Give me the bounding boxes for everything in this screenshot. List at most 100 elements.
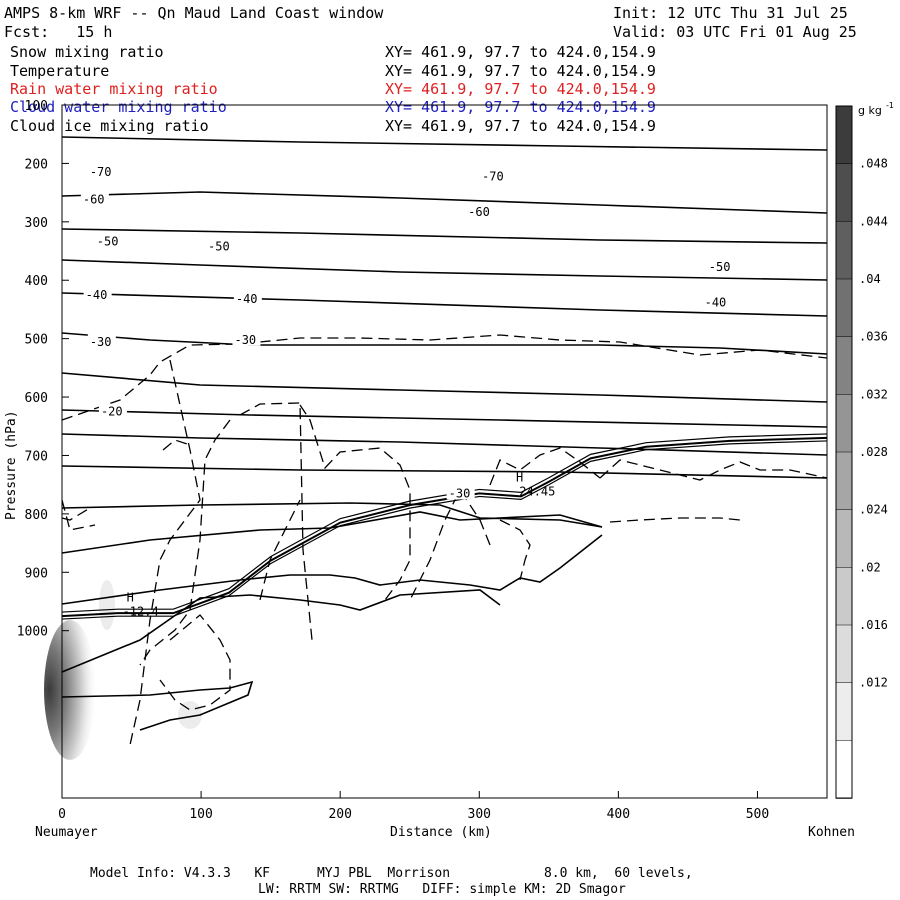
contour-labels: -70 -70 -60 -60 -50 -50 -50 -40 -40 -40 -30 -30 -30 -… bbox=[80, 164, 735, 618]
colorbar-segment bbox=[835, 509, 853, 569]
x-left-station: Neumayer bbox=[35, 825, 98, 840]
temperature-label: -50 bbox=[97, 235, 119, 249]
field-label-temperature: Temperature bbox=[10, 62, 110, 80]
temperature-contour bbox=[61, 228, 828, 244]
chart-title: AMPS 8-km WRF -- Qn Maud Land Coast wind… bbox=[4, 4, 384, 22]
colorbar-segment bbox=[835, 451, 853, 511]
colorbar-tick-label: .024 bbox=[859, 503, 888, 517]
label-bg bbox=[80, 191, 109, 206]
label-bg bbox=[87, 164, 116, 179]
colorbar-tick-label: .016 bbox=[859, 618, 888, 632]
colorbar-segment bbox=[835, 624, 853, 684]
y-axis-label: Pressure (hPa) bbox=[4, 410, 19, 520]
temperature-contour bbox=[61, 292, 828, 317]
model-info-line1: Model Info: V4.3.3 KF MYJ PBL Morrison 8… bbox=[90, 866, 693, 881]
terrain-surface-line bbox=[61, 440, 828, 620]
cloud-ice-contours bbox=[61, 334, 828, 746]
x-axis: 0 100 200 300 400 500 bbox=[58, 791, 769, 822]
colorbar-tick-label: .028 bbox=[859, 445, 888, 459]
x-tick-label: 500 bbox=[746, 807, 769, 822]
temperature-label: -20 bbox=[101, 405, 123, 419]
colorbar-frame bbox=[835, 105, 853, 799]
cloud-ice-contour bbox=[162, 439, 191, 451]
temperature-label: -40 bbox=[705, 295, 727, 309]
cloud-ice-contour bbox=[299, 404, 411, 601]
label-bg bbox=[206, 238, 235, 253]
field-label-cloud-ice: Cloud ice mixing ratio bbox=[10, 117, 209, 135]
temperature-label: -70 bbox=[482, 169, 504, 183]
model-info-line2: LW: RRTM SW: RRTMG DIFF: simple KM: 2D S… bbox=[258, 882, 626, 897]
cloud-ice-contour bbox=[609, 517, 741, 523]
label-bg bbox=[702, 294, 731, 309]
temperature-label: -30 bbox=[449, 486, 471, 500]
y-tick-label: 200 bbox=[25, 157, 48, 172]
temperature-label: -30 bbox=[90, 335, 112, 349]
x-tick-label: 300 bbox=[468, 807, 491, 822]
cloud-ice-contour bbox=[499, 519, 531, 581]
label-bg bbox=[706, 258, 735, 273]
colorbar-segment bbox=[835, 740, 853, 799]
y-tick-label: 300 bbox=[25, 216, 48, 231]
label-bg bbox=[98, 403, 127, 418]
y-tick-label: 1000 bbox=[17, 625, 48, 640]
y-tick-label: 900 bbox=[25, 566, 48, 581]
plot-frame bbox=[61, 104, 828, 799]
forecast-hour: Fcst: 15 h bbox=[4, 23, 113, 41]
colorbar-segment bbox=[835, 278, 853, 338]
colorbar-segment bbox=[835, 221, 853, 280]
x-axis-label: Distance (km) bbox=[390, 825, 492, 840]
temperature-label: -70 bbox=[90, 165, 112, 179]
snow-shade-core bbox=[44, 620, 96, 760]
temperature-label: -30 bbox=[234, 333, 256, 347]
colorbar-tick-label: .048 bbox=[859, 157, 888, 171]
y-tick-label: 100 bbox=[25, 99, 48, 114]
cloud-ice-contour bbox=[489, 447, 601, 486]
high-mark: H bbox=[516, 471, 523, 485]
cloud-ice-contour bbox=[129, 359, 201, 746]
label-bg bbox=[480, 168, 509, 183]
field-xy-cloud-ice: XY= 461.9, 97.7 to 424.0,154.9 bbox=[385, 117, 656, 135]
colorbar-unit: g kg bbox=[858, 104, 882, 117]
valid-time: Valid: 03 UTC Fri 01 Aug 25 bbox=[613, 23, 857, 41]
temperature-contour bbox=[61, 502, 603, 528]
terrain-surface-line bbox=[61, 433, 828, 613]
label-bg bbox=[233, 290, 262, 305]
temperature-label: -50 bbox=[709, 260, 731, 274]
init-time: Init: 12 UTC Thu 31 Jul 25 bbox=[613, 4, 848, 22]
x-tick-label: 400 bbox=[607, 807, 630, 822]
field-label-rain: Rain water mixing ratio bbox=[10, 80, 218, 98]
y-tick-label: 500 bbox=[25, 333, 48, 348]
cloud-ice-contour bbox=[239, 402, 313, 641]
high-mark: H bbox=[127, 590, 134, 604]
cloud-ice-contour bbox=[61, 507, 91, 521]
cloud-ice-contour bbox=[61, 499, 96, 531]
temperature-label: -60 bbox=[83, 193, 105, 207]
colorbar-tick-label: .04 bbox=[859, 272, 881, 286]
field-label-snow: Snow mixing ratio bbox=[10, 43, 164, 61]
terrain-outline bbox=[61, 433, 828, 620]
temperature-label: -40 bbox=[236, 292, 258, 306]
temperature-contours bbox=[61, 136, 828, 731]
colorbar-unit-exponent: -1 bbox=[886, 101, 894, 110]
label-bg bbox=[87, 334, 116, 349]
x-tick-label: 200 bbox=[328, 807, 351, 822]
temperature-contour bbox=[61, 511, 603, 554]
field-label-cloud-water: Cloud water mixing ratio bbox=[10, 98, 227, 116]
colorbar-tick-label: .036 bbox=[859, 330, 888, 344]
colorbar-tick-label: .044 bbox=[859, 214, 888, 228]
cloud-ice-contour bbox=[409, 488, 491, 601]
temperature-contour bbox=[61, 136, 828, 151]
y-tick-label: 800 bbox=[25, 508, 48, 523]
temperature-contour bbox=[61, 589, 501, 673]
colorbar-segment bbox=[835, 163, 853, 223]
temperature-label: -60 bbox=[468, 205, 490, 219]
temperature-contour bbox=[61, 534, 603, 605]
cloud-ice-contour bbox=[259, 499, 301, 601]
cloud-ice-contour bbox=[139, 419, 231, 666]
temperature-contour bbox=[61, 191, 828, 214]
field-xy-snow: XY= 461.9, 97.7 to 424.0,154.9 bbox=[385, 43, 656, 61]
y-tick-label: 400 bbox=[25, 274, 48, 289]
cloud-ice-contour bbox=[599, 459, 828, 481]
x-tick-label: 0 bbox=[58, 807, 66, 822]
